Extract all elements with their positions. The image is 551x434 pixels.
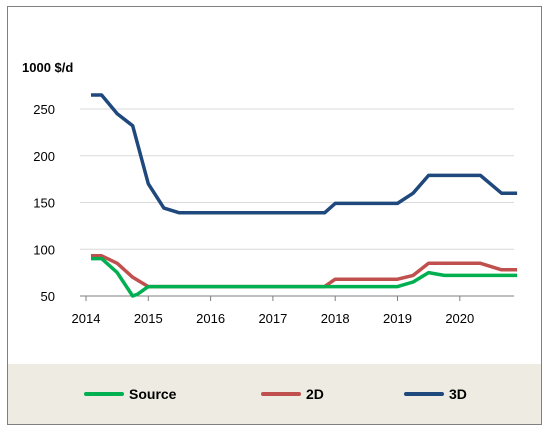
x-tick-label-2017: 2017 [258, 311, 287, 326]
x-tick-label-2019: 2019 [383, 311, 412, 326]
x-tick-label-2018: 2018 [321, 311, 350, 326]
y-tick-label-200: 200 [33, 149, 55, 164]
x-tick-label-2015: 2015 [134, 311, 163, 326]
series-line-source [91, 256, 518, 298]
y-tick-label-100: 100 [33, 242, 55, 257]
y-tick-label-50: 50 [41, 289, 55, 304]
series-line-3d [91, 93, 518, 215]
legend-label-source: Source [129, 386, 177, 402]
chart-frame [7, 6, 542, 425]
legend-swatch-source [84, 392, 124, 396]
legend-swatch-2d [261, 392, 301, 396]
legend-item-3d: 3D [404, 385, 467, 403]
legend-label-3d: 3D [449, 386, 467, 402]
legend-swatch-3d [404, 392, 444, 396]
y-axis-unit-label: 1000 $/d [22, 60, 74, 75]
y-tick-label-150: 150 [33, 196, 55, 211]
x-tick-label-2016: 2016 [196, 311, 225, 326]
series-line-2d [91, 254, 518, 289]
x-tick-label-2014: 2014 [72, 311, 101, 326]
legend-item-2d: 2D [261, 385, 324, 403]
legend-label-2d: 2D [306, 386, 324, 402]
legend-item-source: Source [84, 385, 176, 403]
x-tick-label-2020: 2020 [445, 311, 474, 326]
y-tick-label-250: 250 [33, 102, 55, 117]
